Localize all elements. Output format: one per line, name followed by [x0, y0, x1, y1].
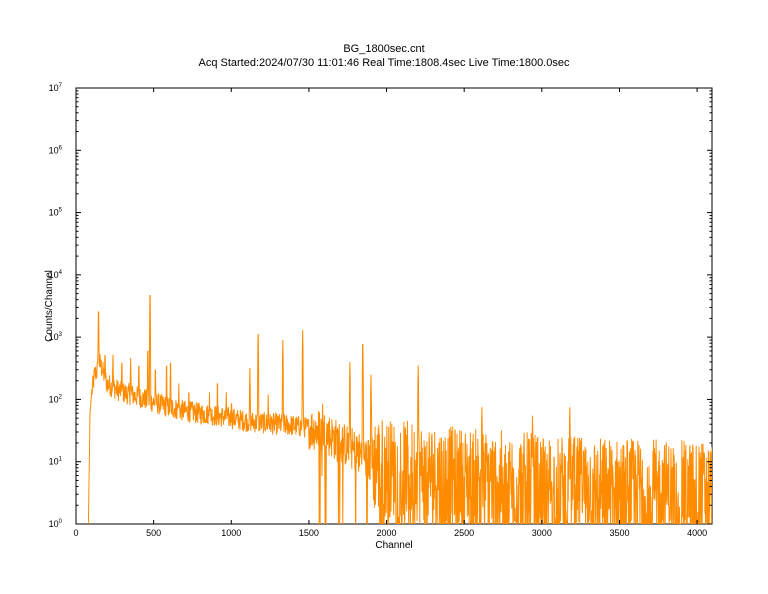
y-tick-label: 106	[49, 145, 63, 155]
y-tick-label: 101	[49, 457, 63, 467]
spectrum-line	[87, 295, 712, 524]
x-tick-label: 0	[73, 528, 78, 538]
x-tick-label: 1000	[221, 528, 241, 538]
x-axis-label: Channel	[375, 540, 412, 551]
y-tick-label: 104	[49, 270, 63, 280]
chart-subtitle: Acq Started:2024/07/30 11:01:46 Real Tim…	[199, 57, 570, 69]
x-tick-label: 4000	[687, 528, 707, 538]
y-axis-label: Counts/Channel	[44, 270, 55, 342]
y-tick-label: 107	[49, 83, 63, 93]
y-tick-label: 105	[49, 208, 63, 218]
chart-title: BG_1800sec.cnt	[343, 43, 424, 55]
x-tick-label: 500	[146, 528, 161, 538]
y-tick-label: 103	[49, 332, 63, 342]
x-tick-label: 2000	[377, 528, 397, 538]
x-tick-label: 2500	[454, 528, 474, 538]
x-tick-label: 1500	[299, 528, 319, 538]
y-tick-label: 100	[49, 519, 63, 529]
plot-area	[75, 87, 713, 525]
x-tick-label: 3000	[532, 528, 552, 538]
x-tick-label: 3500	[609, 528, 629, 538]
y-tick-label: 102	[49, 394, 63, 404]
